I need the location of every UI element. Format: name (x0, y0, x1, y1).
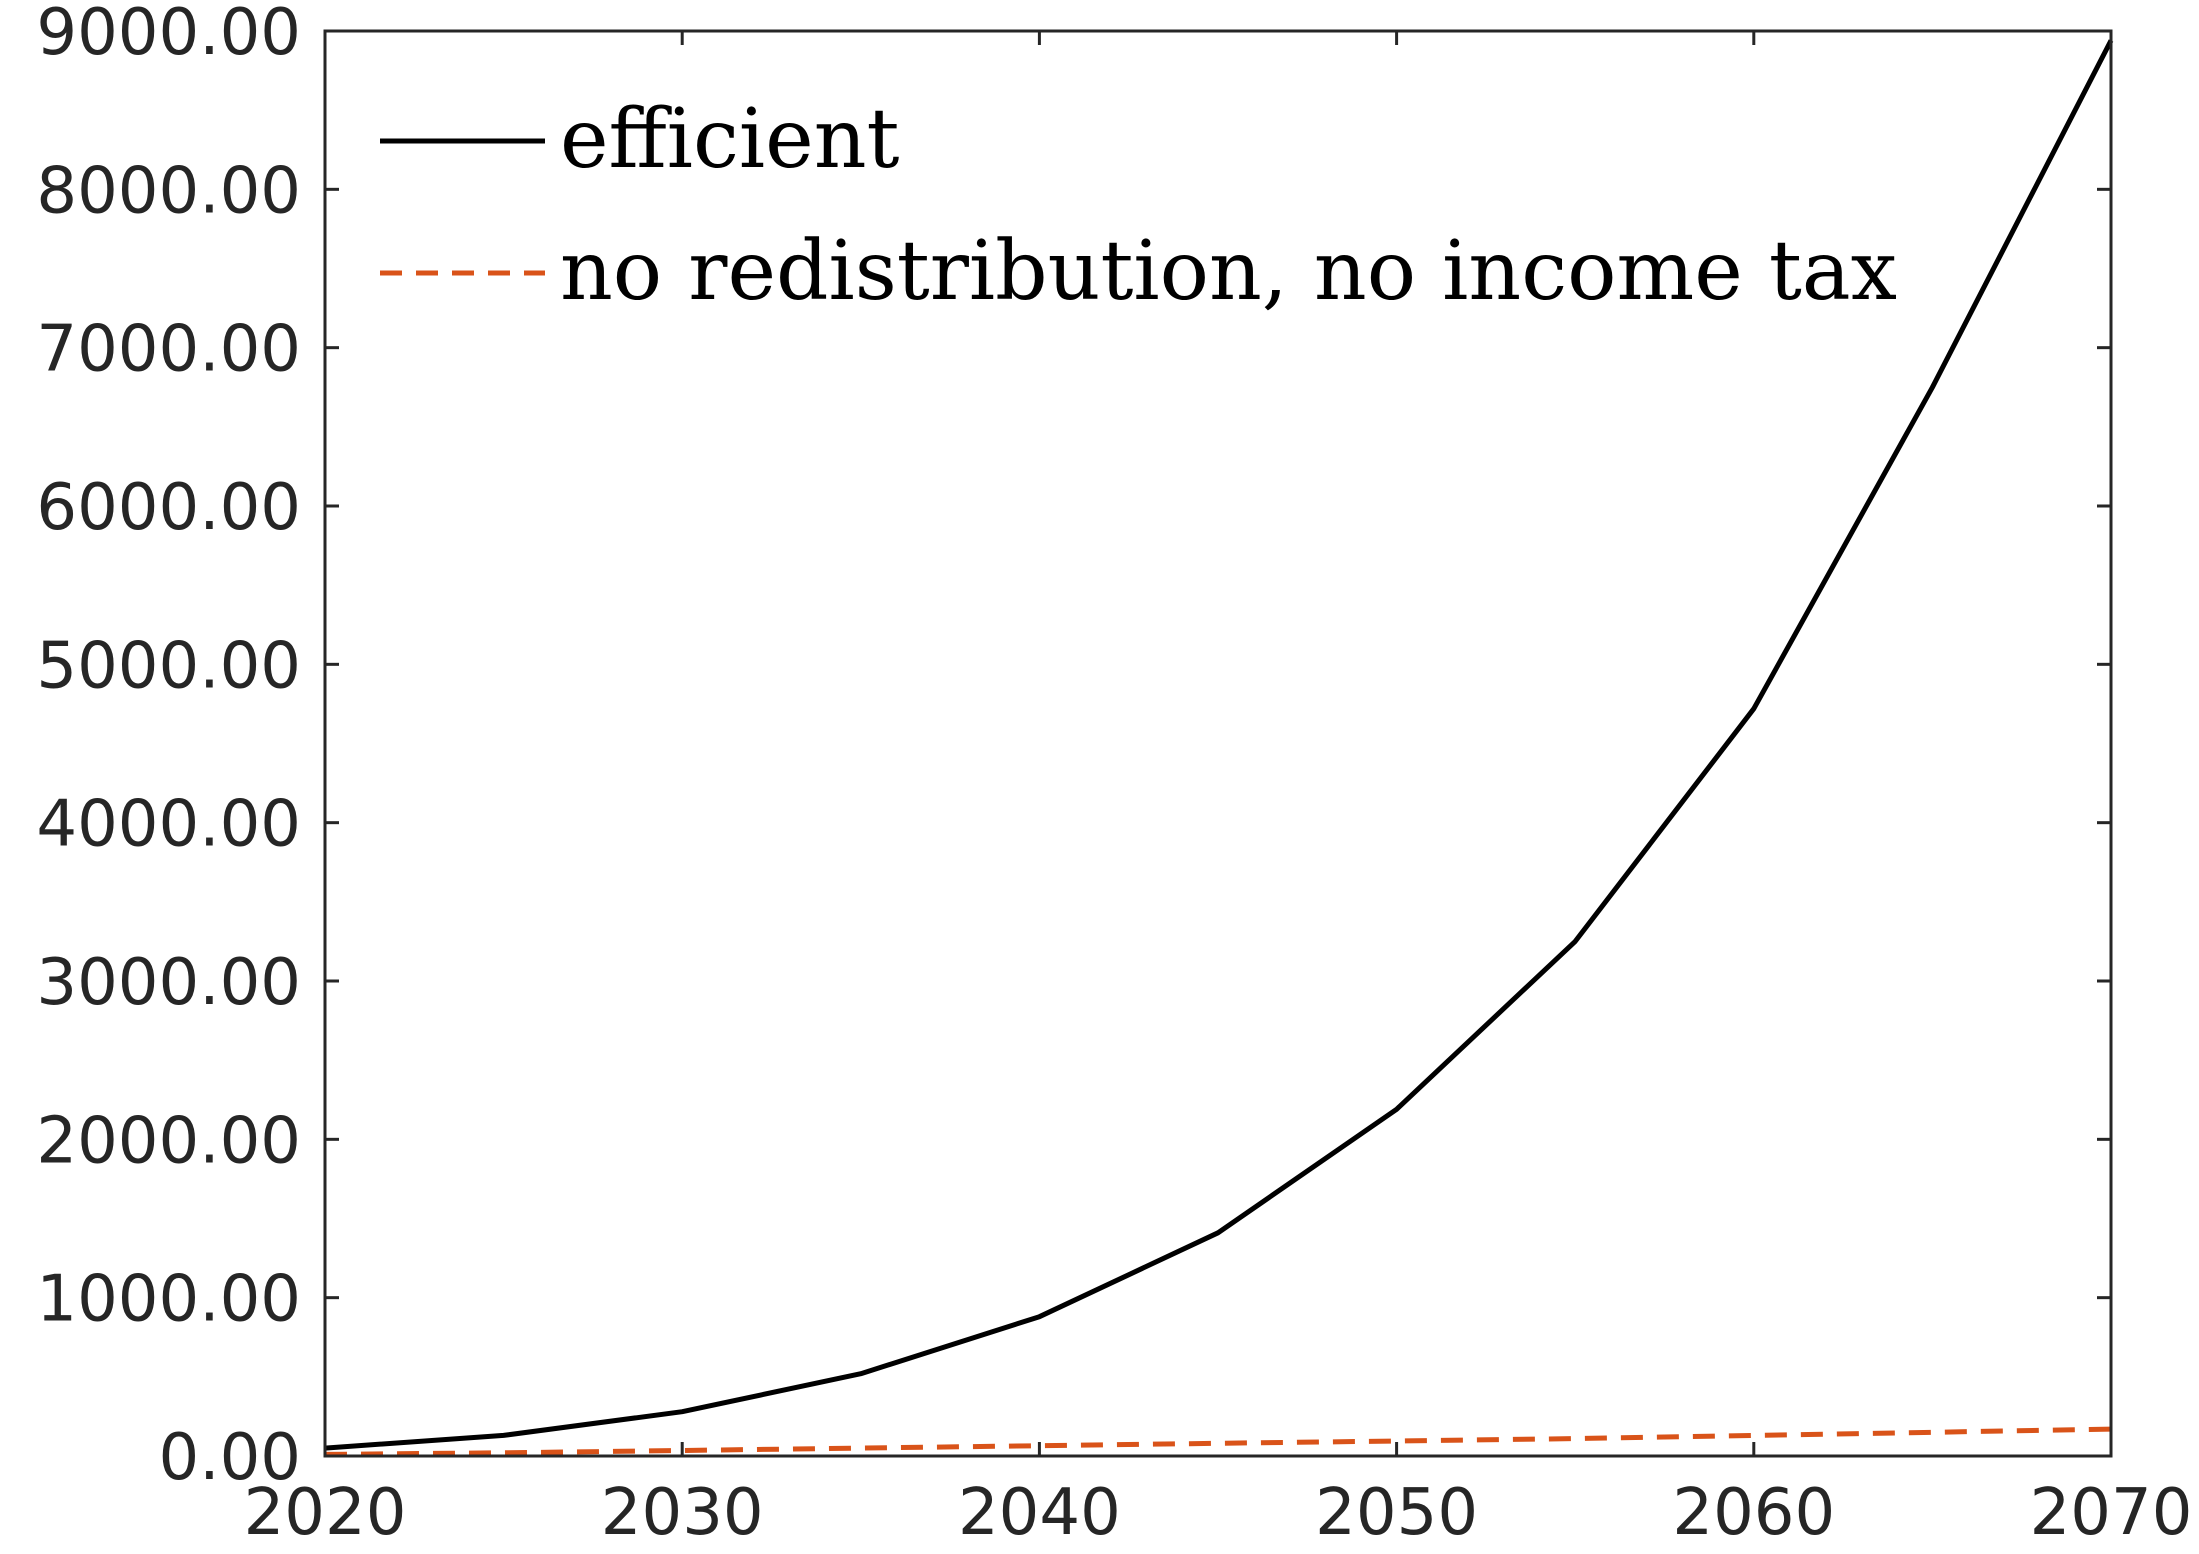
y-tick-label: 1000.00 (36, 1263, 301, 1337)
y-tick-label: 5000.00 (36, 629, 301, 703)
x-tick-label: 2040 (958, 1476, 1121, 1550)
ticks-layer: 2020 2030 2040 2050 2060 2070 0.00 1000.00 2000.… (36, 0, 2192, 1550)
y-tick-label: 3000.00 (36, 946, 301, 1020)
legend: efficient no redistribution, no income t… (380, 92, 1897, 319)
y-tick-label: 0.00 (159, 1421, 302, 1495)
x-tick-label: 2060 (1672, 1476, 1835, 1550)
x-tick-label: 2050 (1315, 1476, 1478, 1550)
series-layer (324, 39, 2114, 1457)
y-tick-label: 8000.00 (36, 154, 301, 228)
plot-frame (323, 29, 2113, 1458)
series-line-no-redistribution (324, 1426, 2112, 1457)
y-tick-label: 7000.00 (36, 313, 301, 387)
legend-label-efficient: efficient (560, 92, 899, 187)
y-tick-label: 9000.00 (36, 0, 301, 70)
y-tick-label: 6000.00 (36, 471, 301, 545)
x-tick-label: 2030 (601, 1476, 764, 1550)
legend-label-no-redistribution: no redistribution, no income tax (560, 224, 1897, 319)
series-line-efficient (324, 39, 2114, 1451)
x-tick-label: 2020 (244, 1476, 407, 1550)
y-tick-label: 2000.00 (36, 1104, 301, 1178)
y-tick-label: 4000.00 (36, 788, 301, 862)
x-tick-label: 2070 (2030, 1476, 2193, 1550)
